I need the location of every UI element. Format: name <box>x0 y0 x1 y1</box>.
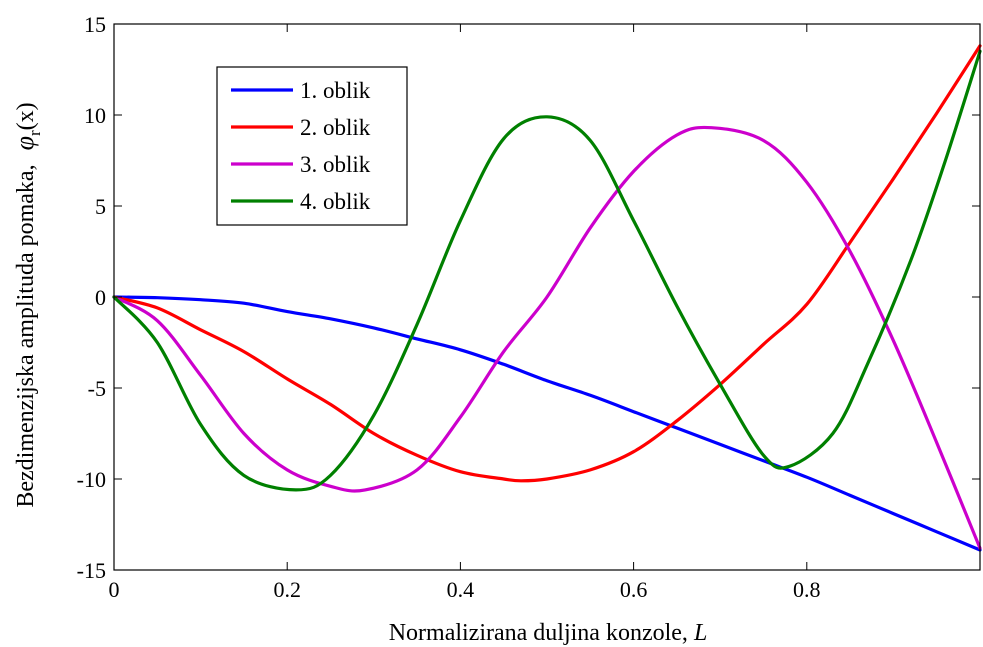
x-tick-label: 0 <box>109 577 120 602</box>
x-tick-label: 0.2 <box>273 577 301 602</box>
y-tick-label: -15 <box>77 558 106 583</box>
x-axis: 0 0.2 0.4 0.6 0.8 <box>109 24 821 602</box>
x-tick-label: 0.8 <box>793 577 821 602</box>
x-axis-label: Normalizirana duljina konzole, L <box>389 620 708 646</box>
x-tick-label: 0.4 <box>447 577 475 602</box>
series-line-2 <box>112 44 982 483</box>
legend-box <box>216 66 408 226</box>
y-tick-label: -10 <box>77 467 106 492</box>
series-layer <box>112 44 982 552</box>
legend-label-4: 4. oblik <box>300 189 371 214</box>
legend: 1. oblik 2. oblik 3. oblik 4. oblik <box>216 66 408 226</box>
series-line-4 <box>112 49 982 492</box>
y-tick-label: 10 <box>84 103 106 128</box>
y-tick-label: -5 <box>88 376 106 401</box>
y-axis: -15 -10 -5 0 5 10 15 <box>77 12 980 583</box>
series-line-3 <box>112 125 982 550</box>
y-tick-label: 0 <box>95 285 106 310</box>
legend-label-2: 2. oblik <box>300 115 371 140</box>
legend-label-3: 3. oblik <box>300 152 371 177</box>
series-line-1 <box>112 295 982 552</box>
y-tick-label: 5 <box>95 194 106 219</box>
x-tick-label: 0.6 <box>620 577 648 602</box>
y-tick-label: 15 <box>84 12 106 37</box>
y-axis-label: Bezdimenzijska amplituda pomaka,φr(x) <box>10 102 44 507</box>
legend-label-1: 1. oblik <box>300 78 371 103</box>
